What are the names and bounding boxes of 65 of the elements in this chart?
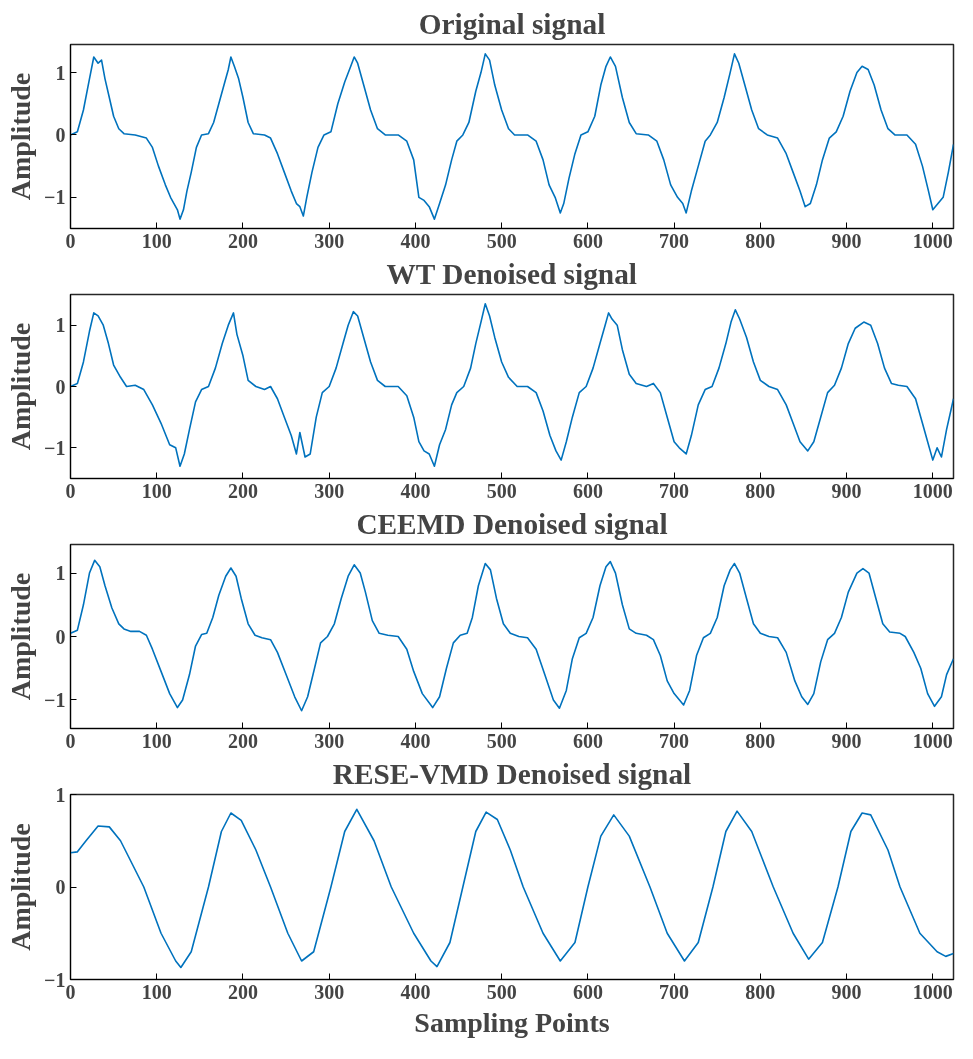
- chart-title: RESE-VMD Denoised signal: [332, 757, 692, 790]
- x-tick-label: 100: [141, 229, 172, 252]
- x-tick-label: 400: [400, 729, 431, 752]
- x-tick-label: 600: [572, 229, 603, 252]
- x-tick-label: 200: [227, 729, 258, 752]
- x-tick-label: 900: [831, 479, 862, 502]
- y-tick-label: 0: [55, 375, 66, 398]
- y-tick-label: 1: [55, 783, 66, 806]
- x-tick-label: 400: [400, 479, 431, 502]
- x-tick-label: 600: [572, 980, 603, 1003]
- x-tick-label: 400: [400, 980, 431, 1003]
- x-tick-label: 800: [745, 479, 776, 502]
- x-tick-label: 100: [141, 479, 172, 502]
- x-tick-label: 500: [486, 229, 517, 252]
- chart-title: CEEMD Denoised signal: [356, 507, 668, 540]
- x-tick-label: 500: [486, 729, 517, 752]
- x-tick-label: 900: [831, 729, 862, 752]
- x-tick-label: 700: [659, 479, 690, 502]
- x-tick-label: 300: [314, 729, 345, 752]
- line-series: [70, 559, 954, 712]
- y-axis-title: Amplitude: [5, 72, 37, 201]
- x-tick-label: 700: [659, 729, 690, 752]
- line-series: [70, 808, 954, 969]
- x-tick-label: 200: [227, 980, 258, 1003]
- y-tick-label: −1: [44, 186, 66, 209]
- x-tick-label: 600: [572, 729, 603, 752]
- y-tick-label: 0: [55, 123, 66, 146]
- x-tick-label: 800: [745, 980, 776, 1003]
- x-tick-label: 600: [572, 479, 603, 502]
- x-tick-label: 100: [141, 980, 172, 1003]
- x-tick-label: 300: [314, 229, 345, 252]
- x-tick-label: 1000: [912, 729, 953, 752]
- x-tick-label: 500: [486, 980, 517, 1003]
- x-tick-label: 500: [486, 479, 517, 502]
- y-tick-label: −1: [44, 968, 66, 991]
- x-axis-title: Sampling Points: [414, 1006, 610, 1038]
- y-tick-label: −1: [44, 436, 66, 459]
- x-tick-label: 700: [659, 980, 690, 1003]
- x-tick-label: 700: [659, 229, 690, 252]
- y-tick-label: 0: [55, 876, 66, 898]
- x-tick-label: 300: [314, 980, 345, 1003]
- x-tick-label: 300: [314, 479, 345, 502]
- x-tick-label: 200: [227, 229, 258, 252]
- y-axis-title: Amplitude: [5, 572, 37, 701]
- y-tick-label: 1: [55, 314, 66, 337]
- y-tick-label: 1: [55, 562, 66, 585]
- y-axis-title: Amplitude: [5, 322, 37, 451]
- x-tick-label: 1000: [912, 479, 953, 502]
- x-tick-label: 200: [227, 479, 258, 502]
- chart-title: WT Denoised signal: [386, 257, 637, 290]
- y-tick-label: 1: [55, 61, 66, 84]
- x-tick-label: 400: [400, 229, 431, 252]
- line-series: [70, 53, 954, 220]
- x-tick-label: 800: [745, 229, 776, 252]
- x-tick-label: 1000: [912, 980, 953, 1003]
- y-tick-label: 0: [55, 625, 66, 648]
- y-tick-label: −1: [44, 688, 66, 711]
- line-series: [70, 302, 954, 468]
- x-tick-label: 1000: [912, 229, 953, 252]
- x-tick-label: 900: [831, 229, 862, 252]
- chart-title: Original signal: [418, 7, 606, 40]
- x-tick-label: 900: [831, 980, 862, 1003]
- y-axis-title: Amplitude: [5, 823, 37, 951]
- x-tick-label: 100: [141, 729, 172, 752]
- x-tick-label: 800: [745, 729, 776, 752]
